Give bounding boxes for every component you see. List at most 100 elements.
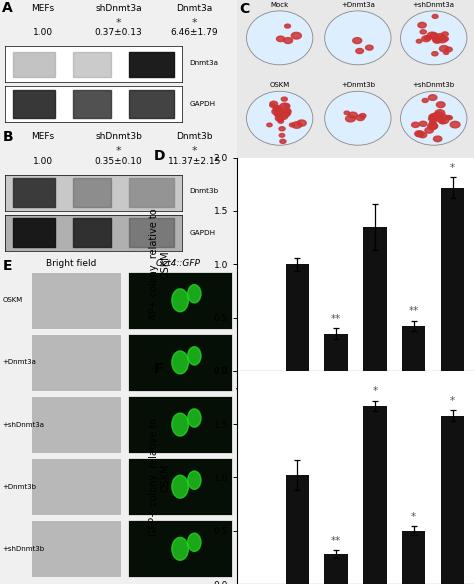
Circle shape: [437, 102, 445, 107]
Bar: [285, 264, 309, 371]
Ellipse shape: [401, 11, 467, 65]
Text: *: *: [450, 162, 455, 173]
Circle shape: [419, 133, 427, 138]
Circle shape: [188, 471, 201, 489]
Circle shape: [348, 112, 357, 118]
Circle shape: [172, 413, 188, 436]
Circle shape: [284, 104, 289, 107]
Circle shape: [188, 533, 201, 551]
Text: 6.46±1.79: 6.46±1.79: [171, 28, 218, 37]
Circle shape: [439, 120, 445, 124]
Circle shape: [429, 123, 438, 128]
Circle shape: [172, 351, 188, 374]
Circle shape: [344, 111, 349, 114]
Text: Bright field: Bright field: [46, 259, 96, 267]
Circle shape: [280, 103, 290, 110]
Text: Oct4::GFP: Oct4::GFP: [155, 259, 200, 267]
Text: *: *: [191, 18, 197, 28]
Text: shDnmt3a: shDnmt3a: [95, 4, 142, 13]
Circle shape: [281, 111, 290, 117]
Text: OSKM: OSKM: [270, 82, 290, 88]
Y-axis label: AP+ colony  relative to
OSKM: AP+ colony relative to OSKM: [149, 208, 171, 320]
Text: 0.37±0.13: 0.37±0.13: [95, 28, 142, 37]
Text: *: *: [116, 18, 121, 28]
Ellipse shape: [325, 91, 391, 145]
Circle shape: [274, 107, 282, 113]
Circle shape: [276, 36, 285, 41]
Circle shape: [279, 127, 285, 131]
Circle shape: [450, 121, 460, 128]
Circle shape: [275, 113, 283, 117]
Circle shape: [442, 32, 448, 36]
Ellipse shape: [401, 91, 467, 145]
Circle shape: [188, 284, 201, 303]
Circle shape: [438, 117, 449, 124]
Text: *: *: [411, 512, 416, 522]
Circle shape: [425, 127, 433, 133]
Circle shape: [292, 122, 301, 128]
Bar: [402, 326, 426, 371]
FancyBboxPatch shape: [31, 520, 121, 578]
Circle shape: [428, 123, 438, 130]
Circle shape: [277, 117, 283, 121]
Circle shape: [274, 106, 283, 112]
Circle shape: [359, 113, 366, 118]
Circle shape: [424, 36, 431, 40]
Circle shape: [447, 116, 452, 120]
FancyBboxPatch shape: [31, 458, 121, 515]
Circle shape: [433, 36, 442, 43]
Circle shape: [365, 45, 373, 50]
Text: +Dnmt3a: +Dnmt3a: [2, 359, 36, 366]
Circle shape: [428, 116, 437, 121]
Text: 11.37±2.15: 11.37±2.15: [168, 157, 221, 166]
Text: B: B: [2, 130, 13, 144]
Text: Dnmt3a: Dnmt3a: [190, 60, 219, 66]
Text: Dnmt3b: Dnmt3b: [176, 133, 213, 141]
Circle shape: [428, 95, 437, 100]
Circle shape: [416, 39, 422, 43]
Circle shape: [435, 110, 445, 116]
Circle shape: [436, 117, 443, 121]
Circle shape: [432, 51, 438, 56]
Circle shape: [188, 347, 201, 365]
Text: +shDnmt3a: +shDnmt3a: [2, 422, 45, 427]
Text: **: **: [409, 307, 419, 317]
FancyBboxPatch shape: [128, 334, 232, 391]
FancyBboxPatch shape: [128, 520, 232, 578]
Text: *: *: [450, 396, 455, 406]
Text: +shDnmt3a: +shDnmt3a: [413, 2, 455, 8]
Circle shape: [445, 116, 451, 119]
Circle shape: [356, 115, 365, 120]
Text: GAPDH: GAPDH: [190, 230, 216, 235]
Circle shape: [274, 112, 282, 117]
Circle shape: [270, 103, 275, 107]
Circle shape: [279, 134, 285, 137]
Circle shape: [353, 37, 362, 44]
Y-axis label: GFP+ colony  relative to
OSKM: GFP+ colony relative to OSKM: [149, 418, 171, 537]
Text: 0.35±0.10: 0.35±0.10: [95, 157, 142, 166]
Text: F: F: [154, 362, 164, 376]
Circle shape: [438, 114, 447, 121]
Circle shape: [273, 106, 281, 111]
Text: MEFs: MEFs: [31, 4, 54, 13]
Text: +Dnmt3b: +Dnmt3b: [341, 82, 375, 88]
Bar: [441, 416, 465, 584]
Circle shape: [278, 120, 283, 123]
Bar: [324, 333, 348, 371]
Circle shape: [275, 116, 284, 121]
Text: **: **: [331, 314, 341, 324]
Text: D: D: [154, 149, 165, 163]
Circle shape: [419, 121, 427, 126]
Circle shape: [430, 33, 438, 38]
Text: *: *: [373, 387, 377, 397]
Circle shape: [429, 121, 436, 125]
Circle shape: [422, 99, 428, 102]
Text: Dnmt3b: Dnmt3b: [190, 189, 219, 194]
Circle shape: [281, 97, 287, 101]
Text: 1.00: 1.00: [33, 28, 53, 37]
Circle shape: [429, 121, 436, 126]
Text: GAPDH: GAPDH: [190, 101, 216, 107]
Circle shape: [297, 120, 306, 126]
Circle shape: [281, 109, 291, 116]
Circle shape: [420, 30, 426, 34]
